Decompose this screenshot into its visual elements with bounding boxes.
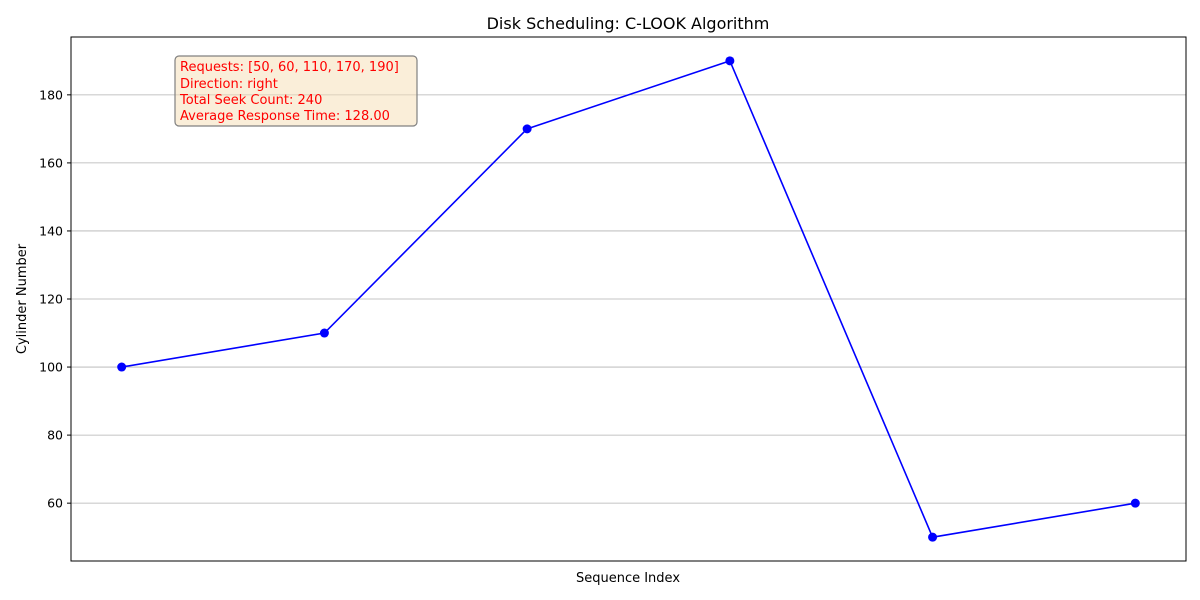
- annotation-line-direction: Direction: right: [180, 77, 278, 92]
- annotation-box: Requests: [50, 60, 110, 170, 190] Direct…: [174, 55, 418, 127]
- y-tick-label-60: 60: [47, 496, 63, 511]
- y-tick-label-140: 140: [39, 223, 63, 238]
- y-tick-label-180: 180: [39, 87, 63, 102]
- data-point-1: [319, 328, 329, 338]
- data-point-0: [117, 362, 127, 372]
- data-point-2: [522, 124, 532, 134]
- y-tick-label-160: 160: [39, 155, 63, 170]
- plot-area-frame: [70, 36, 1187, 562]
- series-line-0: [121, 59, 1136, 539]
- series-layer: [117, 56, 1140, 542]
- y-tick-label-80: 80: [47, 428, 63, 443]
- y-axis-label: Cylinder Number: [15, 243, 30, 354]
- annotation-background: [174, 55, 418, 127]
- annotation-line-seek-count: Total Seek Count: 240: [179, 93, 322, 108]
- y-tick-label-120: 120: [39, 292, 63, 307]
- y-tick-label-100: 100: [39, 360, 63, 375]
- annotation-line-requests: Requests: [50, 60, 110, 170, 190]: [180, 60, 399, 75]
- data-point-3: [725, 56, 735, 66]
- y-axis-ticks: 60 80 100 120 140 160 180: [39, 87, 71, 511]
- chart-title: Disk Scheduling: C-LOOK Algorithm: [487, 14, 770, 33]
- x-axis-label: Sequence Index: [576, 571, 680, 586]
- data-point-4: [928, 532, 938, 542]
- annotation-line-response-time: Average Response Time: 128.00: [180, 109, 390, 124]
- grid-lines: [71, 94, 1186, 504]
- data-point-5: [1130, 498, 1140, 508]
